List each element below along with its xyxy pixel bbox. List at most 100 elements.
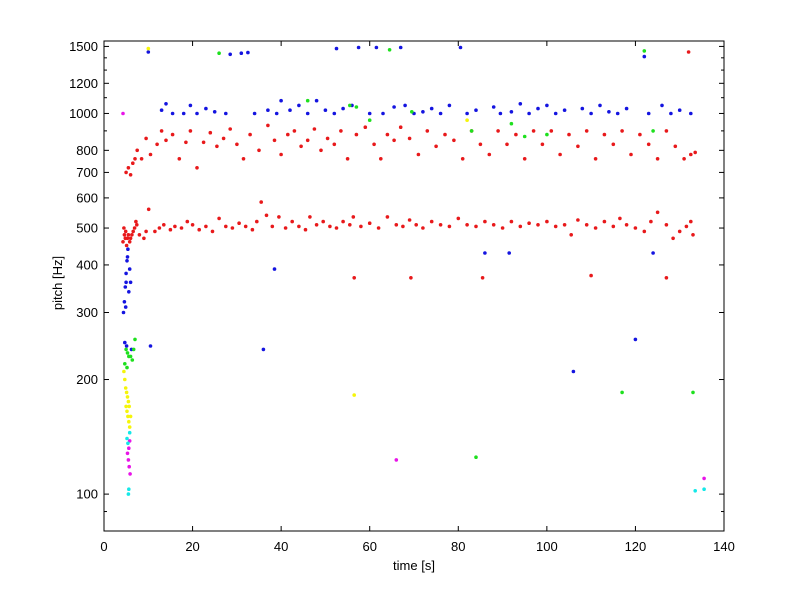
point-blue xyxy=(589,111,593,116)
x-tick-label: 40 xyxy=(274,539,288,554)
point-magenta xyxy=(128,472,132,476)
point-blue xyxy=(334,46,339,51)
point-yellow xyxy=(123,377,127,382)
point-red xyxy=(123,229,128,234)
point-red xyxy=(407,218,412,222)
point-red xyxy=(394,223,399,227)
point-red xyxy=(392,138,396,143)
point-blue xyxy=(252,111,257,116)
y-tick-label: 1500 xyxy=(69,39,98,54)
point-red xyxy=(235,142,239,147)
point-green xyxy=(387,48,392,52)
point-blue xyxy=(164,102,168,106)
point-red xyxy=(684,224,689,229)
point-red xyxy=(438,223,443,227)
point-green xyxy=(651,129,655,133)
point-blue xyxy=(689,111,693,116)
point-green xyxy=(131,347,136,352)
plot-area xyxy=(103,40,725,532)
x-tick-label: 20 xyxy=(185,539,199,554)
point-yellow xyxy=(146,46,151,51)
point-red xyxy=(215,144,219,149)
y-tick-label: 700 xyxy=(76,165,98,180)
point-red xyxy=(527,221,531,225)
x-tick-label: 60 xyxy=(362,539,376,554)
point-green xyxy=(305,98,310,103)
point-red xyxy=(593,226,598,230)
point-blue xyxy=(314,98,319,103)
point-green xyxy=(348,103,352,108)
point-red xyxy=(272,138,277,143)
point-yellow xyxy=(352,393,357,397)
point-green xyxy=(217,51,221,55)
point-red xyxy=(500,226,505,230)
point-red xyxy=(139,157,144,161)
point-blue xyxy=(624,106,629,111)
point-blue xyxy=(127,290,131,294)
x-tick-label: 120 xyxy=(625,539,647,554)
point-yellow xyxy=(124,390,129,395)
x-axis-label: time [s] xyxy=(393,558,435,573)
point-blue xyxy=(374,45,379,50)
point-blue xyxy=(297,103,301,108)
y-tick-label: 300 xyxy=(76,305,98,320)
point-green xyxy=(545,132,549,137)
point-red xyxy=(237,221,241,225)
point-blue xyxy=(148,344,153,348)
point-red xyxy=(257,148,261,153)
point-yellow xyxy=(123,386,128,390)
point-red xyxy=(124,170,128,175)
point-red xyxy=(655,210,660,215)
point-blue xyxy=(465,111,469,116)
point-red xyxy=(664,129,669,133)
y-tick-label: 100 xyxy=(76,487,98,502)
point-red xyxy=(144,229,148,234)
point-yellow xyxy=(128,414,133,419)
point-blue xyxy=(527,111,531,116)
point-blue xyxy=(642,54,647,59)
point-red xyxy=(137,233,142,237)
y-axis: 100 200 300 400 500 600 700 800 1000 1200 1500 xyxy=(69,39,724,532)
point-red xyxy=(157,226,162,230)
point-red xyxy=(553,224,558,229)
point-red xyxy=(460,157,465,161)
point-blue xyxy=(305,111,310,116)
point-red xyxy=(385,132,390,137)
point-red xyxy=(283,226,288,230)
point-blue xyxy=(571,369,576,374)
point-red xyxy=(664,276,669,280)
point-red xyxy=(208,130,213,135)
point-red xyxy=(491,223,496,227)
point-red xyxy=(210,229,215,234)
point-blue xyxy=(128,280,133,285)
point-red xyxy=(127,240,132,244)
point-red xyxy=(379,157,383,161)
point-red xyxy=(363,125,368,129)
point-red xyxy=(224,224,228,229)
point-red xyxy=(629,152,633,157)
point-red xyxy=(509,219,514,224)
point-red xyxy=(299,144,303,149)
point-red xyxy=(132,226,137,230)
point-red xyxy=(593,157,598,161)
point-magenta xyxy=(394,458,399,462)
y-tick-label: 200 xyxy=(76,372,98,387)
point-red xyxy=(649,219,653,224)
point-blue xyxy=(392,105,396,109)
point-blue xyxy=(332,111,337,116)
point-red xyxy=(540,142,545,147)
point-magenta xyxy=(125,451,130,456)
point-red xyxy=(131,161,135,165)
point-blue xyxy=(646,111,651,116)
point-blue xyxy=(122,300,127,304)
point-red xyxy=(170,132,175,137)
point-red xyxy=(345,157,350,161)
point-red xyxy=(531,129,536,133)
point-blue xyxy=(224,111,228,116)
point-red xyxy=(414,223,419,227)
point-blue xyxy=(483,251,487,255)
point-blue xyxy=(272,267,277,271)
point-green xyxy=(133,337,137,342)
x-tick-label: 80 xyxy=(451,539,465,554)
point-red xyxy=(646,142,651,147)
